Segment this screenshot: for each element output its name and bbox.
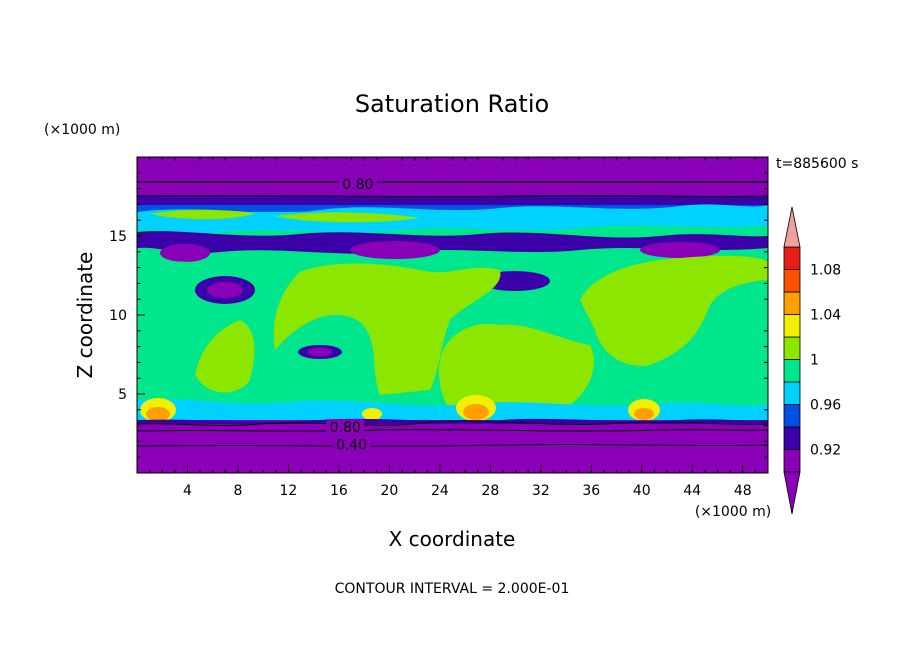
colorbar-box: [783, 336, 801, 360]
x-tick-label: 8: [233, 483, 242, 499]
x-tick-label: 36: [582, 483, 600, 499]
colorbar-box: [783, 291, 801, 315]
contour-label-bg: [326, 419, 365, 435]
x-tick-label: 4: [183, 483, 192, 499]
y-tick-label: 10: [109, 308, 127, 324]
x-unit-label: (×1000 m): [695, 504, 771, 520]
colorbar-box: [783, 426, 801, 450]
green-cloud-region-4: [195, 320, 255, 393]
x-tick-label: 28: [481, 483, 499, 499]
cyan-band-top: [137, 204, 768, 233]
dry-cell-3: [640, 242, 720, 258]
contour-label-bg: [332, 436, 371, 452]
colorbar-box: [783, 314, 801, 338]
colorbar-tick-label: 1.08: [810, 263, 841, 279]
x-tick-label: 48: [734, 483, 752, 499]
dry-cell-5-core: [207, 282, 243, 298]
y-axis-ticks: 5 10 15: [109, 172, 768, 458]
green-cloud-region-2: [580, 255, 768, 366]
colorbar-box: [783, 381, 801, 405]
contour-line-lower-2: [137, 443, 768, 447]
cloud-base-4: [362, 408, 382, 420]
contour-label-bg: [338, 175, 377, 191]
contour-label: 0.80: [342, 177, 373, 193]
dry-cell-1: [160, 244, 210, 262]
colorbar-box: [783, 269, 801, 293]
y-tick-label: 15: [109, 229, 127, 245]
cyan-fringe-low: [137, 398, 768, 420]
dark-band-15km: [137, 231, 768, 254]
colorbar-tick-label: 0.92: [810, 443, 841, 459]
contour-label: 0.40: [336, 438, 367, 454]
x-tick-label: 24: [431, 483, 449, 499]
x-tick-label: 44: [683, 483, 701, 499]
x-tick-label: 40: [633, 483, 651, 499]
x-tick-label: 32: [532, 483, 550, 499]
boundary-layer: [137, 420, 768, 473]
cloud-base-2-core: [463, 404, 489, 420]
green-patch-top-left: [150, 209, 255, 220]
contour-line-lower-1: [137, 429, 768, 432]
colorbar-over-arrow: [783, 206, 801, 248]
cloud-base-3-core: [634, 408, 654, 420]
contour-line-cloud-base: [137, 420, 768, 426]
cloud-base-1-core: [146, 407, 170, 421]
x-tick-label: 20: [380, 483, 398, 499]
colorbar-tick-label: 1: [810, 353, 819, 369]
contour-label-layer: 0.80 0.80 0.40: [326, 175, 377, 454]
colorbar-box: [783, 246, 801, 270]
colorbar-tick-label: 1.04: [810, 308, 841, 324]
colorbar-box: [783, 404, 801, 428]
y-axis-title: Z coordinate: [73, 252, 97, 379]
chart-title: Saturation Ratio: [355, 90, 549, 118]
green-cloud-region-3: [438, 324, 594, 410]
x-tick-label: 16: [330, 483, 348, 499]
colorbar-under-arrow: [783, 471, 801, 515]
colorbar-box: [783, 449, 801, 473]
contour-interval-footer: CONTOUR INTERVAL = 2.000E-01: [335, 581, 570, 597]
contour-label: 0.80: [330, 420, 361, 436]
x-tick-label: 12: [280, 483, 298, 499]
y-tick-label: 5: [118, 387, 127, 403]
green-cloud-region-1: [273, 263, 501, 395]
colorbar-box: [783, 359, 801, 383]
x-axis-ticks: 4 8 12 16 20 24 28 32 36 40 44 48: [149, 157, 756, 499]
field-area: [137, 157, 768, 473]
x-axis-title: X coordinate: [389, 527, 516, 551]
contour-line-upper-2: [137, 194, 768, 198]
green-patch-top-mid: [275, 212, 420, 223]
dry-cell-2: [350, 241, 440, 259]
colorbar-tick-label: 0.96: [810, 398, 841, 414]
y-unit-label: (×1000 m): [44, 122, 120, 138]
time-label: t=885600 s: [776, 156, 858, 172]
dry-cell-6-core: [308, 348, 332, 356]
colorbar: 1.08 1.04 1 0.96 0.92: [783, 206, 841, 515]
